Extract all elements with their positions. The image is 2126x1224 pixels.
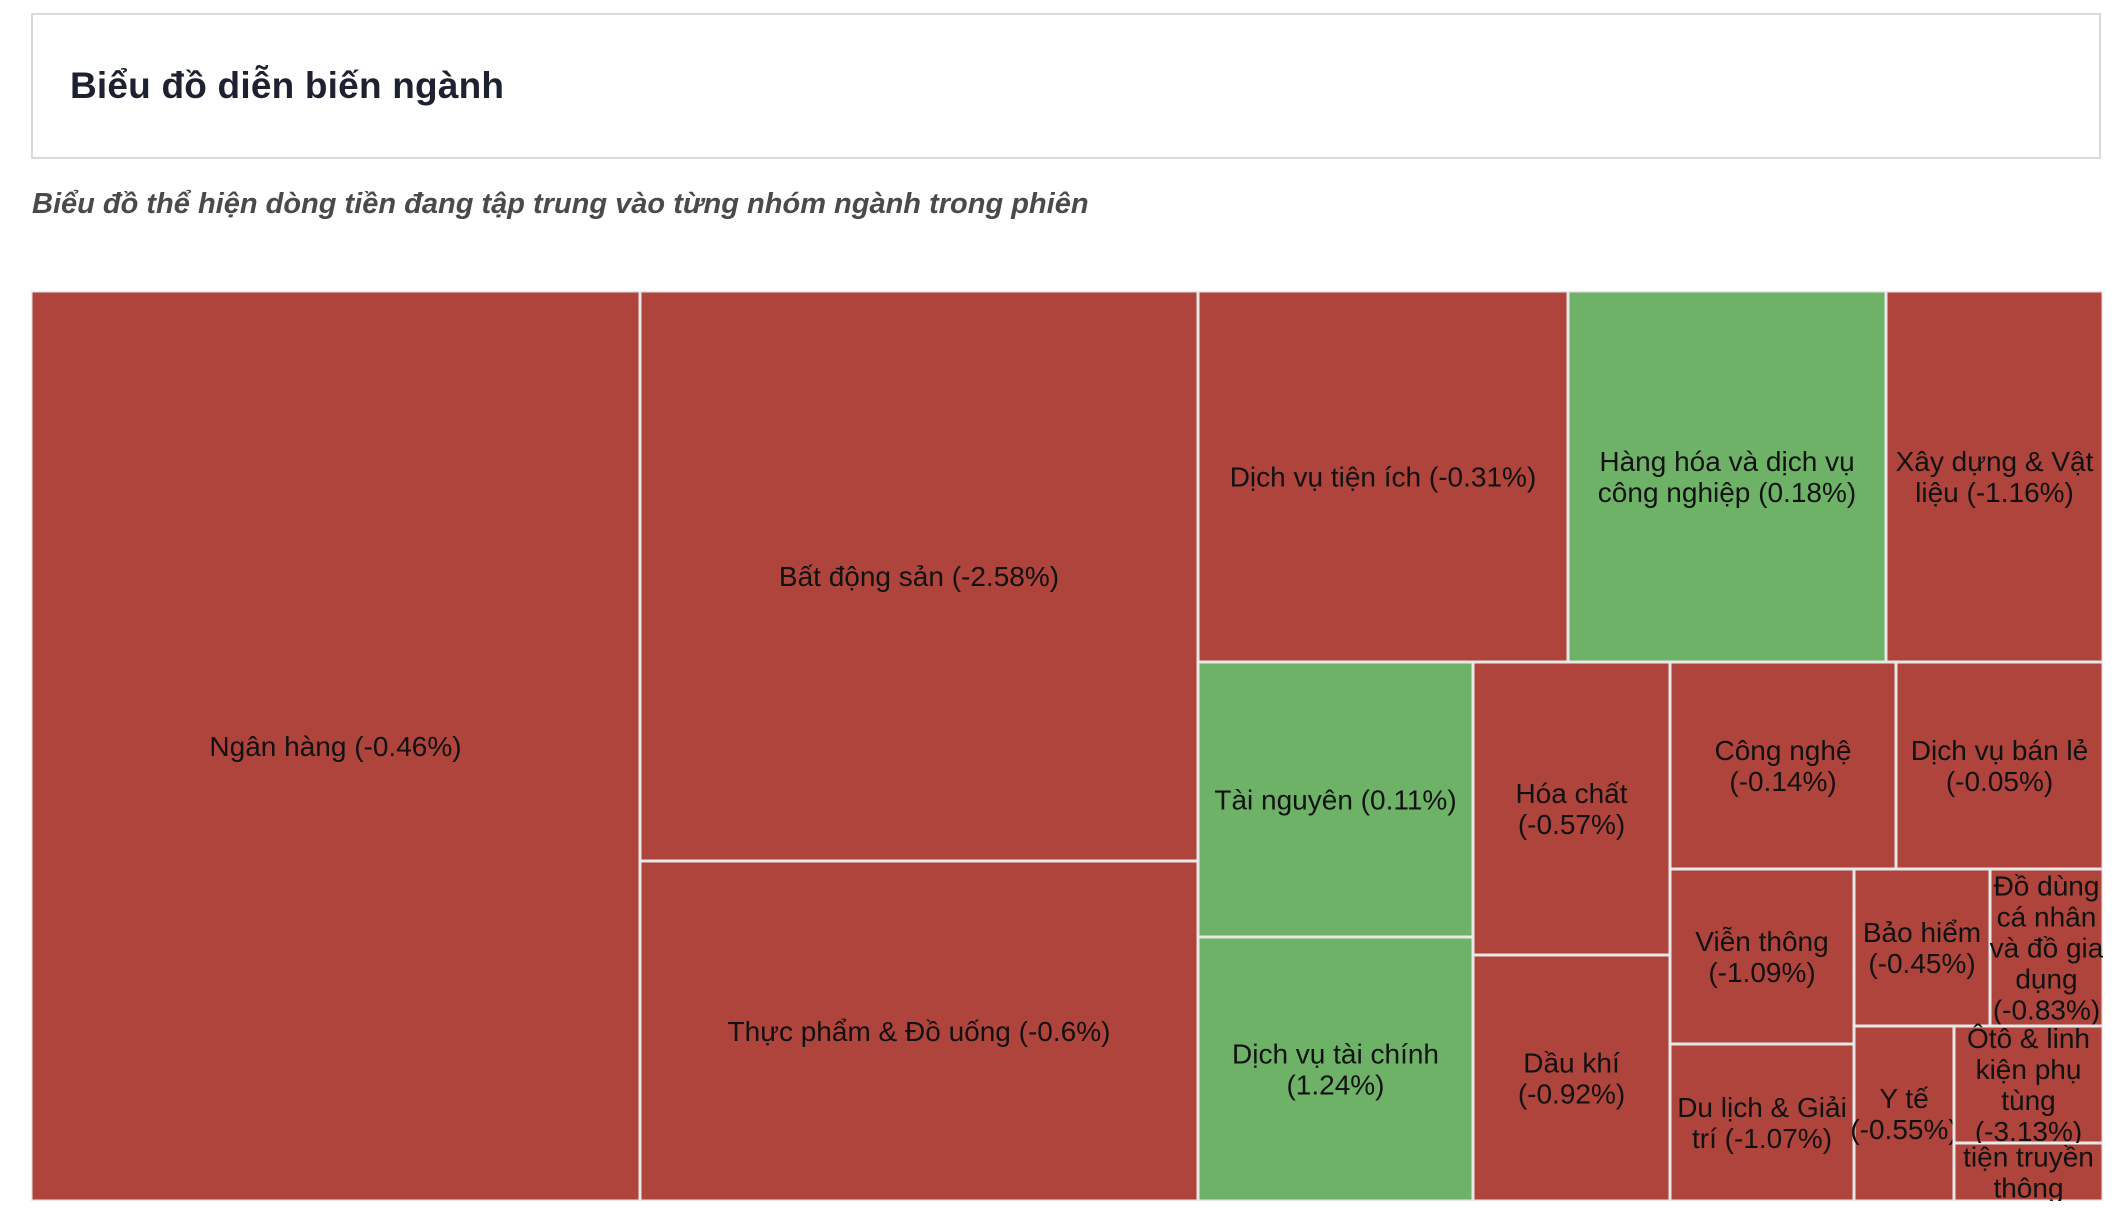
tile-hoa-chat[interactable]: Hóa chất (-0.57%) [1471,660,1672,957]
tile-label-line: Dầu khí [1523,1048,1620,1079]
tile-label-line: Dịch vụ bán lẻ [1911,735,2088,766]
tile-label-line: trí (-1.07%) [1692,1123,1832,1154]
tile-label-line: Dịch vụ tiện ích (-0.31%) [1230,462,1537,493]
tile-label: Hóa chất (-0.57%) [1515,778,1627,840]
tile-label-line: (-0.14%) [1729,766,1836,797]
tile-label: Đồ dùng cá nhân và đồ gia dụng (-0.83%) [1990,871,2103,1026]
chart-header: Biểu đồ diễn biến ngành [31,13,2101,159]
sector-treemap: Ngân hàng (-0.46%) Bất động sản (-2.58%) T… [31,291,2103,1201]
tile-label-line: Hóa chất [1515,778,1627,809]
tile-rect [1196,291,1570,664]
tile-label-line: cá nhân [1997,902,2097,933]
tile-tai-nguyen[interactable]: Tài nguyên (0.11%) [1196,660,1475,939]
tile-label-line: liệu (-1.16%) [1915,477,2074,508]
tile-label-line: kiện phụ [1976,1054,2082,1085]
tile-rect [1196,660,1475,939]
tile-label: Bảo hiểm (-0.45%) [1863,917,1981,979]
tile-label: Công nghệ (-0.14%) [1714,735,1851,797]
tile-do-dung-ca-nhan-va-do-gia-dung[interactable]: Đồ dùng cá nhân và đồ gia dụng (-0.83%) [1988,867,2103,1028]
tile-label: Y tế (-0.55%) [1850,1083,1957,1145]
tile-label: Du lịch & Giải trí (-1.07%) [1677,1092,1847,1154]
tile-label-line: Bất động sản (-2.58%) [779,561,1059,592]
tile-label-line: Du lịch & Giải [1677,1092,1847,1123]
tile-rect [1852,867,1992,1028]
tile-label: Viễn thông (-1.09%) [1695,926,1828,988]
tile-label-line: (-0.45%) [1868,948,1975,979]
tile-label-line: Hàng hóa và dịch vụ [1599,446,1854,477]
tile-xay-dung-vat-lieu[interactable]: Xây dựng & Vật liệu (-1.16%) [1884,291,2103,664]
tile-label-line: (-0.92%) [1518,1079,1625,1110]
tile-label-line: (-0.57%) [1518,809,1625,840]
tile-rect [1852,1024,1956,1201]
tile-label: Ôtô & linh kiện phụ tùng (-3.13%) [1967,1023,2090,1147]
tile-label-line: Xây dựng & Vật [1896,446,2094,477]
tile-vien-thong[interactable]: Viễn thông (-1.09%) [1668,867,1856,1046]
tile-label-line: Bảo hiểm [1863,917,1981,948]
tile-label-line: Thực phẩm & Đồ uống (-0.6%) [728,1016,1111,1047]
tile-label: Dịch vụ tài chính (1.24%) [1232,1039,1439,1101]
tile-label-line: công nghiệp (0.18%) [1598,477,1856,508]
tile-dich-vu-tien-ich[interactable]: Dịch vụ tiện ích (-0.31%) [1196,291,1570,664]
tile-label-line: (-0.83%) [1993,995,2100,1026]
tile-oto-linh-kien-phu-tung[interactable]: Ôtô & linh kiện phụ tùng (-3.13%) [1952,1023,2103,1147]
tile-rect [1566,291,1888,664]
tile-label-line: (-3.13%) [1975,1116,2082,1147]
tile-label: Dịch vụ bán lẻ (-0.05%) [1911,735,2088,797]
tile-label: Tài nguyên (0.11%) [1214,785,1456,816]
tile-rect [638,859,1200,1201]
tile-ngan-hang[interactable]: Ngân hàng (-0.46%) [31,291,642,1201]
tile-y-te[interactable]: Y tế (-0.55%) [1850,1024,1958,1201]
tile-label-line: tùng [2001,1085,2056,1116]
tile-label-line: (-1.09%) [1708,957,1815,988]
tile-label-line: (-0.05%) [1946,766,2053,797]
tile-bao-hiem[interactable]: Bảo hiểm (-0.45%) [1852,867,1992,1028]
tile-label-line: (1.24%) [1286,1070,1384,1101]
tile-label-line: Dịch vụ tài chính [1232,1039,1439,1070]
tile-label-line: (-0.55%) [1850,1114,1957,1145]
tile-rect [31,291,642,1201]
tile-label: Dầu khí (-0.92%) [1518,1048,1625,1110]
tile-label-line: Đồ dùng [1994,871,2100,902]
tile-rect [1954,1143,2103,1201]
tile-label: Xây dựng & Vật liệu (-1.16%) [1896,446,2094,508]
tile-label-line: Y tế [1879,1083,1929,1114]
tile-truyen-thong[interactable]: tiện truyền thông [1954,1142,2103,1202]
tile-label-line: Ngân hàng (-0.46%) [209,731,461,762]
tile-label-line: thông [1993,1173,2063,1202]
tile-label-line: tiện truyền [1963,1142,2094,1173]
tile-label-line: Tài nguyên (0.11%) [1214,785,1456,816]
tile-label: Hàng hóa và dịch vụ công nghiệp (0.18%) [1598,446,1856,508]
tile-label-line: Công nghệ [1714,735,1851,766]
tile-label: tiện truyền thông [1963,1142,2094,1202]
tile-label-line: Ôtô & linh [1967,1023,2090,1054]
tile-thuc-pham-do-uong[interactable]: Thực phẩm & Đồ uống (-0.6%) [638,859,1200,1201]
tile-dich-vu-ban-le[interactable]: Dịch vụ bán lẻ (-0.05%) [1894,660,2103,871]
tile-bat-dong-san[interactable]: Bất động sản (-2.58%) [638,291,1200,863]
tile-label: Bất động sản (-2.58%) [779,561,1059,592]
tile-cong-nghe[interactable]: Công nghệ (-0.14%) [1668,660,1898,871]
page-title: Biểu đồ diễn biến ngành [70,65,505,106]
tile-hang-hoa-va-dich-vu-cong-nghiep[interactable]: Hàng hóa và dịch vụ công nghiệp (0.18%) [1566,291,1888,664]
tile-label-line: Viễn thông [1695,926,1828,957]
chart-subtitle: Biểu đồ thể hiện dòng tiền đang tập trun… [32,188,1089,220]
tile-label: Ngân hàng (-0.46%) [209,731,461,762]
tile-dau-khi[interactable]: Dầu khí (-0.92%) [1471,953,1672,1201]
tile-label-line: và đồ gia [1990,933,2103,964]
tile-rect [1196,935,1475,1201]
tile-dich-vu-tai-chinh[interactable]: Dịch vụ tài chính (1.24%) [1196,935,1475,1201]
tile-label: Thực phẩm & Đồ uống (-0.6%) [728,1016,1111,1047]
tile-label: Dịch vụ tiện ích (-0.31%) [1230,462,1537,493]
tile-label-line: dụng [2015,964,2077,995]
tile-rect [1668,1042,1856,1201]
tile-rect [1668,660,1898,871]
tile-rect [1894,660,2103,871]
tile-du-lich-giai-tri[interactable]: Du lịch & Giải trí (-1.07%) [1668,1042,1856,1201]
treemap-svg: Ngân hàng (-0.46%) Bất động sản (-2.58%) T… [31,291,2103,1201]
tile-rect [638,291,1200,863]
